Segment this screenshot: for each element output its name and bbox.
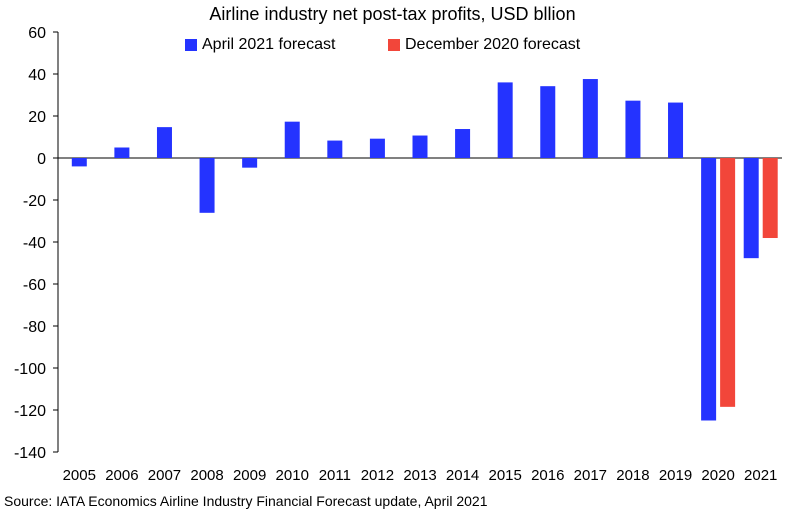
- x-tick-label: 2017: [574, 467, 607, 484]
- source-note: Source: IATA Economics Airline Industry …: [4, 493, 488, 509]
- y-tick-label: -20: [23, 193, 46, 210]
- y-tick-label: -80: [23, 319, 46, 336]
- x-tick-label: 2005: [63, 467, 96, 484]
- bar-april-2021-2007: [156, 127, 172, 158]
- bar-april-2021-2014: [455, 129, 471, 158]
- y-tick-label: -40: [23, 235, 46, 252]
- tick-labels: 60 40 20 0 -20 -40 -60 -80 -100 -120 -140 2005 2006 2…: [14, 25, 777, 484]
- x-tick-label: 2013: [403, 467, 436, 484]
- x-tick-label: 2007: [148, 467, 181, 484]
- x-tick-label: 2016: [531, 467, 564, 484]
- y-tick-label: 0: [37, 151, 46, 168]
- chart-title: Airline industry net post-tax profits, U…: [209, 4, 576, 24]
- bar-april-2021-2006: [114, 147, 130, 158]
- bars: [71, 79, 778, 421]
- bar-december-2020-2021: [762, 158, 778, 239]
- y-tick-label: -60: [23, 277, 46, 294]
- y-tick-label: -100: [14, 361, 46, 378]
- legend-item-april-2021: April 2021 forecast: [185, 36, 335, 54]
- bar-april-2021-2017: [582, 79, 598, 158]
- y-tick-label: -120: [14, 403, 46, 420]
- bar-april-2021-2013: [412, 135, 428, 158]
- legend: April 2021 forecast December 2020 foreca…: [0, 36, 785, 60]
- bar-april-2021-2016: [540, 86, 556, 158]
- y-tick-label: 20: [28, 109, 46, 126]
- legend-label-april-2021: April 2021 forecast: [202, 36, 336, 53]
- bar-april-2021-2021: [743, 158, 759, 259]
- x-tick-label: 2014: [446, 467, 479, 484]
- bar-april-2021-2009: [242, 158, 258, 168]
- plot-area: 60 40 20 0 -20 -40 -60 -80 -100 -120 -140 2005 2006 2…: [14, 25, 782, 484]
- legend-item-december-2020: December 2020 forecast: [388, 36, 580, 54]
- legend-swatch-december-2020: [388, 39, 400, 51]
- x-tick-label: 2011: [319, 467, 351, 484]
- bar-april-2021-2020: [701, 158, 717, 421]
- x-tick-label: 2021: [744, 467, 777, 484]
- axes: [53, 31, 782, 453]
- y-tick-label: -140: [14, 445, 46, 462]
- legend-label-december-2020: December 2020 forecast: [405, 36, 581, 53]
- bar-december-2020-2020: [720, 158, 736, 407]
- x-tick-label: 2018: [616, 467, 649, 484]
- x-tick-label: 2020: [701, 467, 734, 484]
- bar-april-2021-2010: [284, 121, 300, 158]
- bar-april-2021-2018: [625, 100, 641, 158]
- legend-swatch-april-2021: [185, 39, 197, 51]
- bar-april-2021-2012: [369, 138, 385, 158]
- x-tick-label: 2010: [276, 467, 309, 484]
- y-tick-label: 60: [28, 25, 46, 42]
- x-tick-label: 2019: [659, 467, 692, 484]
- bar-april-2021-2008: [199, 158, 215, 213]
- x-tick-label: 2006: [105, 467, 138, 484]
- bar-april-2021-2005: [71, 158, 87, 167]
- x-tick-label: 2009: [233, 467, 266, 484]
- bar-april-2021-2011: [327, 140, 343, 158]
- x-tick-label: 2015: [488, 467, 521, 484]
- y-tick-label: 40: [28, 67, 46, 84]
- bar-april-2021-2015: [497, 82, 513, 158]
- x-tick-label: 2012: [361, 467, 394, 484]
- x-tick-label: 2008: [190, 467, 223, 484]
- bar-april-2021-2019: [668, 102, 684, 158]
